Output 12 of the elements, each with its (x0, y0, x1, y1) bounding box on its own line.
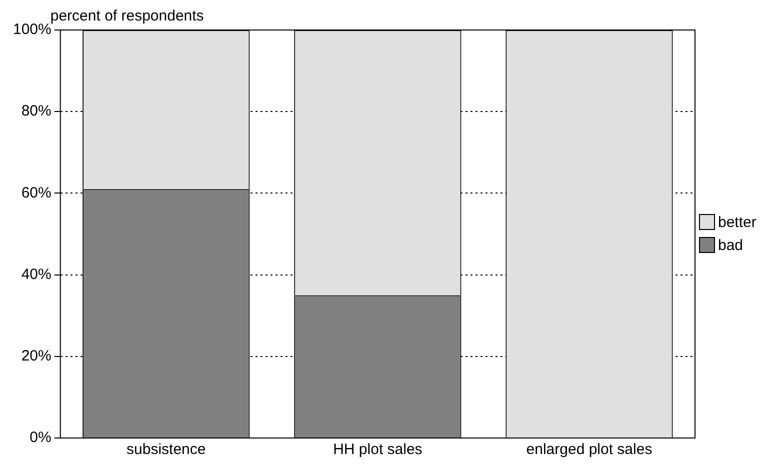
y-tick-label: 0% (30, 429, 52, 446)
x-tick-label: HH plot sales (333, 441, 422, 458)
y-tick-label: 40% (21, 266, 52, 283)
y-tick-label: 100% (12, 21, 52, 38)
x-tick-label: subsistence (126, 441, 206, 458)
y-axis-title: percent of respondents (50, 8, 204, 25)
legend-label: better (718, 214, 756, 230)
x-tick-label: enlarged plot sales (526, 441, 652, 458)
legend-label: bad (718, 236, 744, 254)
y-tick-label: 20% (21, 348, 52, 365)
y-tick-label: 60% (21, 184, 52, 202)
y-tick-label: 80% (21, 102, 52, 120)
